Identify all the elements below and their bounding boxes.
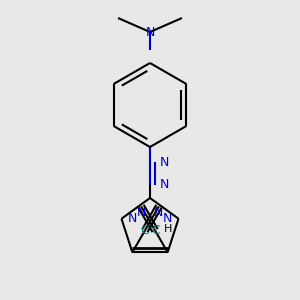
Text: C: C	[151, 224, 160, 237]
Text: N: N	[128, 212, 137, 225]
Text: N: N	[136, 206, 146, 219]
Text: N: N	[160, 155, 169, 169]
Text: H: H	[164, 224, 172, 234]
Text: N: N	[154, 206, 164, 219]
Text: N: N	[163, 212, 172, 225]
Text: N: N	[145, 26, 155, 38]
Text: N: N	[160, 178, 169, 191]
Text: C: C	[140, 224, 149, 237]
